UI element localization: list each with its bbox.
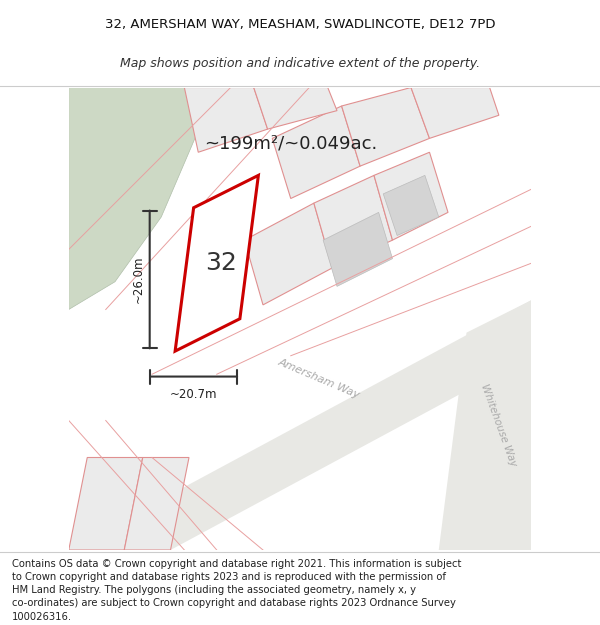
Text: Map shows position and indicative extent of the property.: Map shows position and indicative extent… — [120, 56, 480, 69]
Polygon shape — [439, 300, 531, 550]
Polygon shape — [69, 88, 217, 309]
Polygon shape — [341, 88, 430, 166]
Polygon shape — [374, 152, 448, 240]
Text: Whitehouse Way: Whitehouse Way — [479, 382, 518, 468]
Polygon shape — [69, 458, 143, 550]
Text: HM Land Registry. The polygons (including the associated geometry, namely x, y: HM Land Registry. The polygons (includin… — [12, 585, 416, 595]
Text: ~199m²/~0.049ac.: ~199m²/~0.049ac. — [204, 134, 377, 152]
Polygon shape — [170, 300, 531, 550]
Text: 32, AMERSHAM WAY, MEASHAM, SWADLINCOTE, DE12 7PD: 32, AMERSHAM WAY, MEASHAM, SWADLINCOTE, … — [105, 18, 495, 31]
Text: Contains OS data © Crown copyright and database right 2021. This information is : Contains OS data © Crown copyright and d… — [12, 559, 461, 569]
Text: co-ordinates) are subject to Crown copyright and database rights 2023 Ordnance S: co-ordinates) are subject to Crown copyr… — [12, 598, 456, 608]
Text: 100026316.: 100026316. — [12, 611, 72, 621]
Polygon shape — [254, 88, 337, 129]
Polygon shape — [124, 458, 189, 550]
Polygon shape — [383, 176, 439, 236]
Text: 32: 32 — [205, 251, 238, 275]
Polygon shape — [245, 203, 332, 305]
Polygon shape — [272, 106, 360, 199]
Polygon shape — [411, 88, 499, 138]
Polygon shape — [314, 176, 392, 268]
Text: Amersham Way: Amersham Way — [276, 357, 361, 401]
Polygon shape — [175, 176, 259, 351]
Text: to Crown copyright and database rights 2023 and is reproduced with the permissio: to Crown copyright and database rights 2… — [12, 572, 446, 582]
Polygon shape — [323, 213, 392, 286]
Text: ~20.7m: ~20.7m — [170, 388, 217, 401]
Polygon shape — [184, 88, 268, 152]
Text: ~26.0m: ~26.0m — [132, 256, 145, 303]
